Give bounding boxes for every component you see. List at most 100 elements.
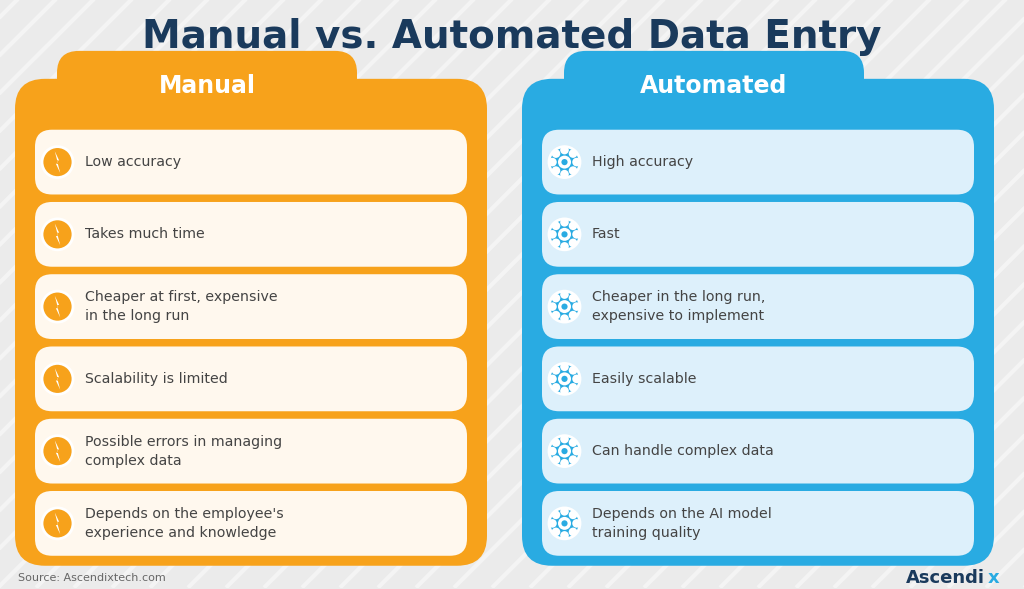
Circle shape: [568, 383, 578, 392]
Circle shape: [568, 311, 578, 319]
Polygon shape: [55, 296, 60, 317]
Circle shape: [568, 221, 578, 230]
Circle shape: [548, 375, 557, 383]
FancyBboxPatch shape: [35, 346, 467, 411]
Circle shape: [42, 147, 73, 177]
FancyBboxPatch shape: [35, 202, 467, 267]
FancyBboxPatch shape: [542, 346, 974, 411]
Circle shape: [552, 511, 560, 519]
Circle shape: [560, 315, 569, 323]
Text: Source: Ascendixtech.com: Source: Ascendixtech.com: [18, 573, 166, 583]
Circle shape: [572, 302, 581, 311]
Text: Manual vs. Automated Data Entry: Manual vs. Automated Data Entry: [142, 18, 882, 56]
Circle shape: [561, 159, 567, 165]
Circle shape: [560, 435, 569, 444]
Circle shape: [549, 291, 580, 322]
Circle shape: [552, 528, 560, 536]
Circle shape: [572, 519, 581, 528]
Text: Fast: Fast: [592, 227, 621, 241]
Circle shape: [568, 166, 578, 175]
FancyBboxPatch shape: [542, 130, 974, 194]
Circle shape: [560, 242, 569, 251]
Text: Low accuracy: Low accuracy: [85, 155, 181, 169]
Text: Possible errors in managing
complex data: Possible errors in managing complex data: [85, 435, 283, 468]
Text: x: x: [988, 569, 999, 587]
Circle shape: [558, 517, 571, 530]
Text: Scalability is limited: Scalability is limited: [85, 372, 227, 386]
Text: Can handle complex data: Can handle complex data: [592, 444, 774, 458]
Polygon shape: [55, 368, 60, 390]
Circle shape: [568, 366, 578, 375]
FancyBboxPatch shape: [542, 202, 974, 267]
FancyBboxPatch shape: [35, 274, 467, 339]
Circle shape: [548, 230, 557, 239]
Circle shape: [560, 218, 569, 227]
FancyBboxPatch shape: [522, 79, 994, 566]
Circle shape: [568, 239, 578, 247]
FancyBboxPatch shape: [35, 419, 467, 484]
Circle shape: [568, 528, 578, 536]
Circle shape: [42, 219, 73, 250]
FancyBboxPatch shape: [542, 274, 974, 339]
Circle shape: [572, 230, 581, 239]
Circle shape: [561, 448, 567, 454]
Circle shape: [42, 363, 73, 395]
Circle shape: [549, 436, 580, 466]
Circle shape: [42, 291, 73, 322]
Circle shape: [572, 375, 581, 383]
Circle shape: [568, 149, 578, 158]
Text: Cheaper at first, expensive
in the long run: Cheaper at first, expensive in the long …: [85, 290, 278, 323]
Circle shape: [568, 438, 578, 447]
Circle shape: [549, 219, 580, 250]
Circle shape: [552, 149, 560, 158]
Circle shape: [552, 383, 560, 392]
Polygon shape: [55, 512, 60, 534]
Polygon shape: [55, 441, 60, 462]
FancyBboxPatch shape: [15, 79, 487, 566]
Circle shape: [558, 300, 571, 313]
Circle shape: [572, 158, 581, 167]
Circle shape: [552, 455, 560, 464]
Circle shape: [572, 447, 581, 455]
Circle shape: [42, 436, 73, 466]
Circle shape: [552, 239, 560, 247]
Circle shape: [568, 511, 578, 519]
Circle shape: [560, 507, 569, 515]
Circle shape: [552, 294, 560, 302]
Circle shape: [549, 147, 580, 177]
Text: Manual: Manual: [159, 74, 256, 98]
Circle shape: [560, 362, 569, 371]
Text: Cheaper in the long run,
expensive to implement: Cheaper in the long run, expensive to im…: [592, 290, 765, 323]
Circle shape: [568, 294, 578, 302]
FancyBboxPatch shape: [35, 130, 467, 194]
Circle shape: [548, 519, 557, 528]
Circle shape: [560, 386, 569, 395]
Circle shape: [548, 158, 557, 167]
Circle shape: [548, 447, 557, 455]
Text: High accuracy: High accuracy: [592, 155, 693, 169]
Circle shape: [552, 311, 560, 319]
Circle shape: [568, 455, 578, 464]
Circle shape: [552, 166, 560, 175]
Circle shape: [552, 221, 560, 230]
Circle shape: [560, 531, 569, 540]
Circle shape: [561, 303, 567, 310]
Circle shape: [560, 290, 569, 299]
Circle shape: [558, 372, 571, 385]
Circle shape: [558, 155, 571, 168]
FancyBboxPatch shape: [564, 51, 864, 125]
FancyBboxPatch shape: [57, 51, 357, 125]
Circle shape: [552, 438, 560, 447]
Circle shape: [561, 376, 567, 382]
Text: Automated: Automated: [640, 74, 787, 98]
Circle shape: [548, 302, 557, 311]
Text: Takes much time: Takes much time: [85, 227, 205, 241]
Circle shape: [42, 508, 73, 539]
FancyBboxPatch shape: [542, 491, 974, 556]
Circle shape: [560, 459, 569, 468]
FancyBboxPatch shape: [542, 419, 974, 484]
Polygon shape: [55, 151, 60, 173]
Circle shape: [558, 445, 571, 458]
Text: Depends on the employee's
experience and knowledge: Depends on the employee's experience and…: [85, 507, 284, 540]
FancyBboxPatch shape: [35, 491, 467, 556]
